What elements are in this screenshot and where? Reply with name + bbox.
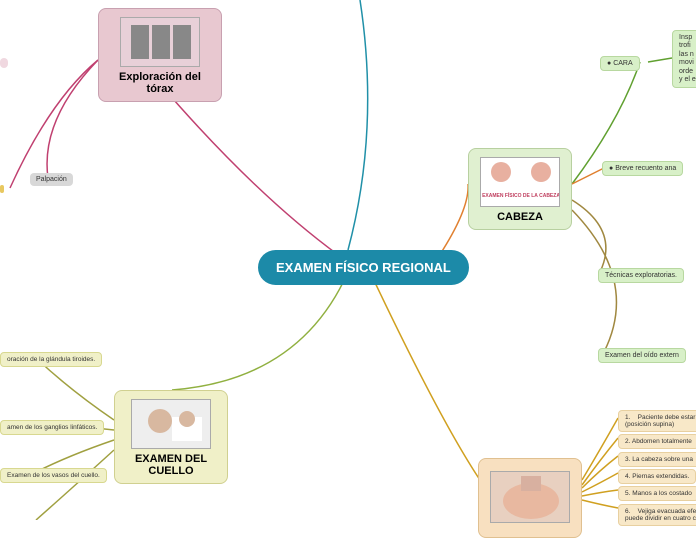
- leaf-ganglios[interactable]: amen de los ganglios linfáticos.: [0, 420, 104, 435]
- leaf-abd1[interactable]: 1. Paciente debe estar e (posición supin…: [618, 410, 696, 432]
- cabeza-label: CABEZA: [497, 211, 543, 223]
- leaf-abd6[interactable]: 6. Vejiga evacuada efec puede dividir en…: [618, 504, 696, 526]
- leaf-cara-desc[interactable]: Insp trofi las n movi orde y el e: [672, 30, 696, 88]
- branch-cuello[interactable]: EXAMEN DEL CUELLO: [114, 390, 228, 484]
- leaf-abd5[interactable]: 5. Manos a los costado: [618, 486, 696, 501]
- torax-label: Exploración del tórax: [105, 71, 215, 95]
- cuello-thumb: [131, 399, 211, 449]
- stub-left-2: [0, 185, 4, 193]
- leaf-tecnicas[interactable]: Técnicas exploratorias.: [598, 268, 684, 283]
- leaf-oido[interactable]: Examen del oído extern: [598, 348, 686, 363]
- stub-left-1: [0, 58, 8, 68]
- leaf-abd3[interactable]: 3. La cabeza sobre una: [618, 452, 696, 467]
- center-label: EXAMEN FÍSICO REGIONAL: [276, 260, 451, 275]
- branch-cabeza[interactable]: EXAMEN FÍSICO DE LA CABEZA CABEZA: [468, 148, 572, 230]
- leaf-recuento[interactable]: Breve recuento ana: [602, 161, 683, 176]
- leaf-abd4[interactable]: 4. Piernas extendidas.: [618, 469, 696, 484]
- leaf-abd2[interactable]: 2. Abdomen totalmente: [618, 434, 696, 449]
- leaf-palpacion[interactable]: Palpación: [30, 173, 73, 186]
- leaf-tiroides[interactable]: oración de la glándula tiroides.: [0, 352, 102, 367]
- leaf-vasos[interactable]: Examen de los vasos del cuello.: [0, 468, 107, 483]
- torax-thumb: [120, 17, 200, 67]
- leaf-cara[interactable]: CARA: [600, 56, 640, 71]
- center-node[interactable]: EXAMEN FÍSICO REGIONAL: [258, 250, 469, 285]
- cuello-label: EXAMEN DEL CUELLO: [121, 453, 221, 477]
- branch-torax[interactable]: Exploración del tórax: [98, 8, 222, 102]
- svg-text:EXAMEN FÍSICO DE LA CABEZA: EXAMEN FÍSICO DE LA CABEZA: [482, 191, 559, 199]
- abdomen-thumb: [490, 471, 570, 523]
- branch-abdomen[interactable]: [478, 458, 582, 538]
- cabeza-thumb: EXAMEN FÍSICO DE LA CABEZA: [480, 157, 560, 207]
